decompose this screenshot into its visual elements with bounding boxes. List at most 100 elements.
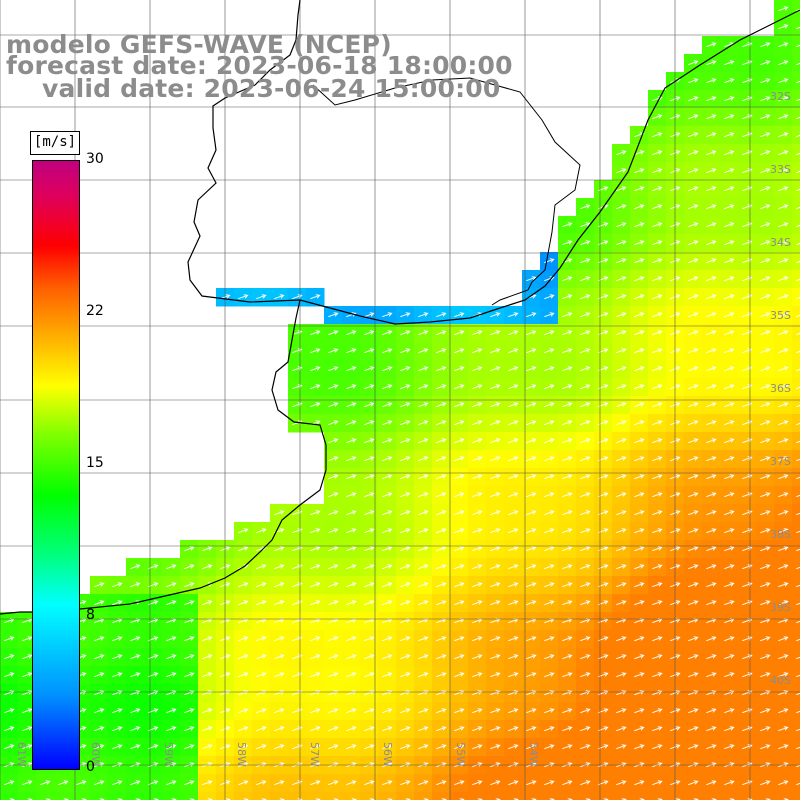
wind-arrow [562, 438, 573, 444]
longitude-label: 60W [89, 742, 102, 767]
wind-arrow [688, 168, 699, 174]
wind-speed-cell [792, 288, 800, 307]
wind-arrow [562, 654, 573, 660]
wind-arrow [616, 780, 627, 786]
wind-arrow [562, 456, 573, 462]
wind-arrow [544, 258, 555, 264]
wind-arrow [778, 96, 789, 102]
wind-speed-cell [792, 90, 800, 109]
wind-arrow [382, 384, 393, 390]
wind-speed-cell [792, 54, 800, 73]
wind-arrow [166, 744, 177, 750]
wind-arrow [760, 60, 771, 66]
wind-speed-cell [414, 792, 433, 800]
wind-arrow [76, 780, 87, 786]
wind-arrow [400, 330, 411, 336]
wind-arrow [238, 708, 249, 714]
wind-arrow [634, 258, 645, 264]
wind-arrow [364, 780, 375, 786]
wind-arrow [400, 726, 411, 732]
wind-arrow [508, 492, 519, 498]
wind-arrow [616, 474, 627, 480]
wind-arrow [418, 744, 429, 750]
wind-arrow [688, 546, 699, 552]
wind-arrow [760, 672, 771, 678]
wind-arrow [364, 564, 375, 570]
wind-arrow [418, 456, 429, 462]
wind-arrow [778, 438, 789, 444]
wind-arrow [418, 672, 429, 678]
wind-arrow [364, 456, 375, 462]
wind-arrow [364, 348, 375, 354]
wind-arrow [724, 96, 735, 102]
wind-arrow [454, 438, 465, 444]
wind-arrow [400, 528, 411, 534]
wind-arrow [652, 348, 663, 354]
wind-arrow [346, 528, 357, 534]
wind-arrow [238, 780, 249, 786]
wind-speed-cell [468, 792, 487, 800]
wind-arrow [364, 420, 375, 426]
wind-arrow [256, 654, 267, 660]
wind-arrow [796, 98, 800, 102]
wind-arrow [580, 222, 591, 228]
wind-arrow [454, 474, 465, 480]
wind-arrow [454, 600, 465, 606]
wind-arrow [454, 636, 465, 642]
wind-arrow [724, 204, 735, 210]
wind-arrow [688, 222, 699, 228]
wind-speed-cell [612, 792, 631, 800]
wind-arrow [580, 528, 591, 534]
wind-arrow [796, 674, 800, 678]
wind-arrow [346, 474, 357, 480]
wind-arrow [436, 582, 447, 588]
wind-arrow [580, 240, 591, 246]
wind-arrow [652, 186, 663, 192]
wind-arrow [310, 384, 321, 390]
wind-arrow [652, 546, 663, 552]
longitude-label: 56W [381, 742, 394, 767]
wind-arrow [436, 510, 447, 516]
wind-arrow [724, 312, 735, 318]
wind-arrow [274, 726, 285, 732]
wind-arrow [508, 384, 519, 390]
wind-arrow [364, 492, 375, 498]
wind-arrow [364, 600, 375, 606]
wind-arrow [760, 132, 771, 138]
wind-arrow [418, 366, 429, 372]
wind-arrow [634, 546, 645, 552]
wind-arrow [328, 330, 339, 336]
wind-arrow [472, 600, 483, 606]
wind-arrow [688, 330, 699, 336]
wind-arrow [22, 744, 33, 750]
wind-arrow [202, 564, 213, 570]
wind-arrow [274, 510, 285, 516]
wind-arrow [796, 602, 800, 606]
longitude-label: 61W [15, 742, 28, 767]
wind-arrow [382, 330, 393, 336]
wind-arrow [166, 564, 177, 570]
wind-arrow [310, 330, 321, 336]
wind-speed-cell [792, 540, 800, 559]
wind-arrow [778, 780, 789, 786]
wind-arrow [454, 492, 465, 498]
wind-arrow [112, 708, 123, 714]
wind-arrow [724, 60, 735, 66]
wind-arrow [688, 186, 699, 192]
wind-arrow [310, 294, 321, 300]
wind-speed-cell [792, 468, 800, 487]
wind-arrow [616, 204, 627, 210]
wind-arrow [526, 510, 537, 516]
wind-arrow [724, 384, 735, 390]
wind-arrow [796, 152, 800, 156]
wind-arrow [130, 726, 141, 732]
wind-arrow [562, 510, 573, 516]
wind-arrow [328, 546, 339, 552]
wind-arrow [688, 276, 699, 282]
wind-arrow [472, 348, 483, 354]
wind-arrow [508, 402, 519, 408]
wind-arrow [580, 744, 591, 750]
wind-arrow [760, 420, 771, 426]
wind-arrow [490, 456, 501, 462]
wind-arrow [616, 294, 627, 300]
